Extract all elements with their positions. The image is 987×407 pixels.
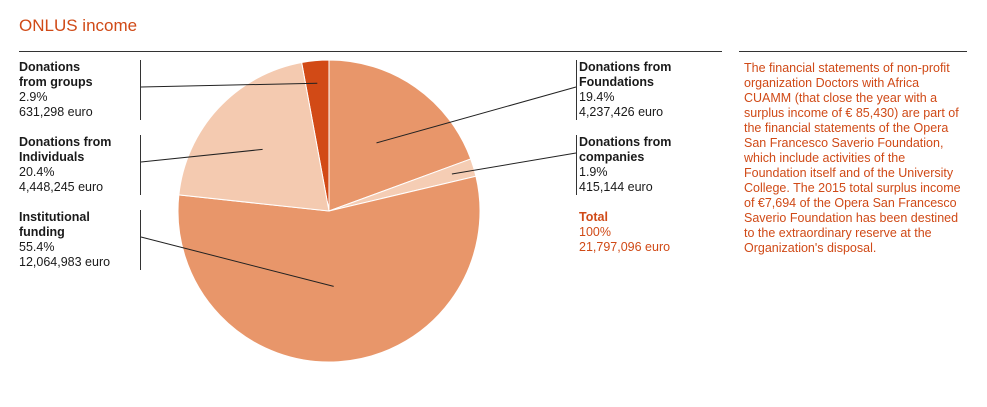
label-companies-bar — [576, 135, 577, 195]
label-groups-bar — [140, 60, 141, 120]
label-companies-amount: 415,144 euro — [579, 180, 653, 194]
label-individuals-name-2: Individuals — [19, 150, 85, 164]
label-foundations-name-2: Foundations — [579, 75, 654, 89]
label-groups: Donations from groups 2.9% 631,298 euro — [19, 60, 144, 120]
title-divider — [19, 51, 722, 52]
pie-slice-institutional — [177, 175, 481, 363]
leader-line-groups — [140, 82, 318, 88]
pie-slices — [177, 59, 481, 363]
label-foundations-percent: 19.4% — [579, 90, 615, 104]
label-institutional-percent: 55.4% — [19, 240, 55, 254]
label-foundations: Donations from Foundations 19.4% 4,237,4… — [579, 60, 719, 120]
label-companies: Donations from companies 1.9% 415,144 eu… — [579, 135, 719, 195]
label-institutional-amount: 12,064,983 euro — [19, 255, 111, 269]
label-institutional-name-2: funding — [19, 225, 65, 239]
label-companies-name-1: Donations from — [579, 135, 672, 149]
label-individuals-amount: 4,448,245 euro — [19, 180, 104, 194]
label-total-name: Total — [579, 210, 608, 224]
label-groups-name-2: from groups — [19, 75, 93, 89]
label-individuals-percent: 20.4% — [19, 165, 55, 179]
pie-slice-individuals — [178, 61, 330, 212]
label-groups-name-1: Donations — [19, 60, 81, 74]
note-divider — [739, 51, 967, 52]
label-foundations-name-1: Donations from — [579, 60, 672, 74]
label-individuals-name-1: Donations from — [19, 135, 112, 149]
label-total-amount: 21,797,096 euro — [579, 240, 671, 254]
leader-line-institutional — [140, 236, 334, 287]
leader-line-companies — [451, 152, 577, 175]
label-companies-percent: 1.9% — [579, 165, 608, 179]
label-institutional: Institutional funding 55.4% 12,064,983 e… — [19, 210, 144, 270]
label-institutional-name-1: Institutional — [19, 210, 90, 224]
label-groups-percent: 2.9% — [19, 90, 48, 104]
chart-title: ONLUS income — [19, 16, 138, 35]
leader-lines — [140, 82, 577, 287]
label-companies-name-2: companies — [579, 150, 645, 164]
label-foundations-amount: 4,237,426 euro — [579, 105, 664, 119]
pie-slice-foundations — [328, 59, 472, 212]
label-foundations-bar — [576, 60, 577, 120]
label-institutional-bar — [140, 210, 141, 270]
leader-line-foundations — [376, 86, 577, 144]
label-individuals-bar — [140, 135, 141, 195]
label-groups-amount: 631,298 euro — [19, 105, 93, 119]
label-total: Total 100% 21,797,096 euro — [579, 210, 719, 255]
leader-line-individuals — [140, 148, 263, 163]
financial-note: The financial statements of non-profit o… — [744, 61, 961, 255]
label-individuals: Donations from Individuals 20.4% 4,448,2… — [19, 135, 144, 195]
label-total-percent: 100% — [579, 225, 611, 239]
